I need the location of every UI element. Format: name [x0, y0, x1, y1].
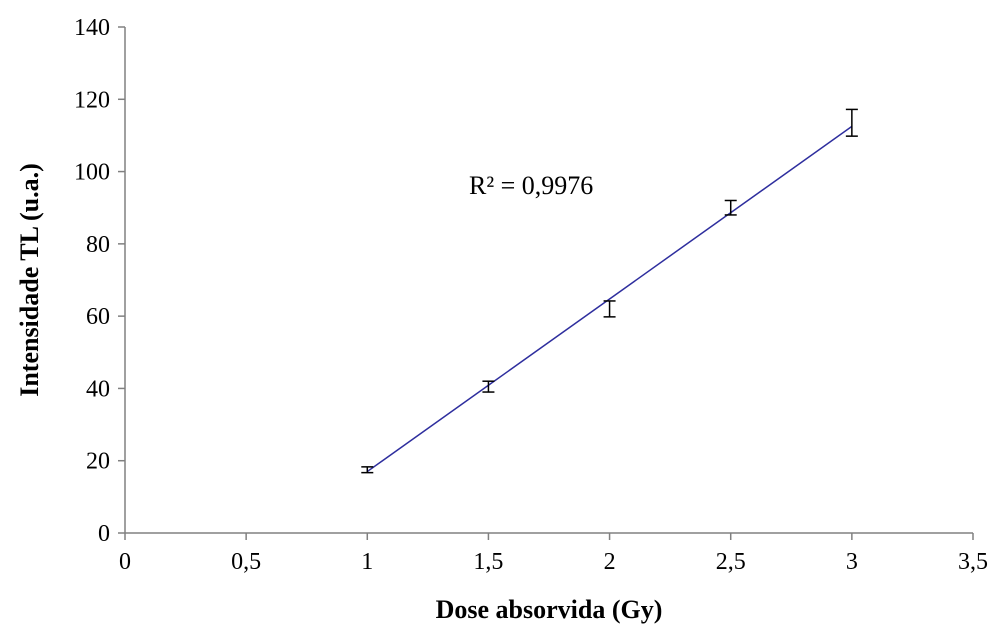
trendline-group	[366, 125, 853, 473]
x-tick-label: 1,5	[473, 549, 503, 575]
y-tick-label: 80	[86, 232, 110, 258]
x-tick-label: 0	[119, 549, 131, 575]
data-point	[603, 300, 616, 318]
data-point	[845, 108, 858, 137]
y-tick-label: 140	[74, 15, 110, 41]
data-point	[482, 380, 495, 393]
y-axis-title: Intensidade TL (u.a.)	[15, 163, 44, 397]
data-point	[361, 466, 374, 474]
y-ticks: 0 20 40 60 80 100 120 140	[74, 15, 125, 547]
y-tick-label: 120	[74, 87, 110, 113]
x-axis-title: Dose absorvida (Gy)	[436, 595, 663, 624]
x-tick-label: 2,5	[716, 549, 746, 575]
y-tick-label: 60	[86, 304, 110, 330]
x-tick-label: 3	[846, 549, 858, 575]
y-tick-label: 0	[98, 521, 110, 547]
data-point	[724, 199, 737, 216]
y-tick-label: 100	[74, 160, 110, 186]
y-tick-label: 20	[86, 449, 110, 475]
x-tick-label: 1	[361, 549, 373, 575]
x-tick-label: 0,5	[231, 549, 261, 575]
x-ticks: 0 0,5 1 1,5 2 2,5 3 3,5	[119, 533, 988, 575]
data-points	[361, 108, 858, 474]
x-tick-label: 2	[604, 549, 616, 575]
r-squared-annotation: R² = 0,9976	[469, 171, 593, 200]
x-tick-label: 3,5	[958, 549, 988, 575]
y-tick-label: 40	[86, 376, 110, 402]
trendline	[366, 125, 853, 473]
